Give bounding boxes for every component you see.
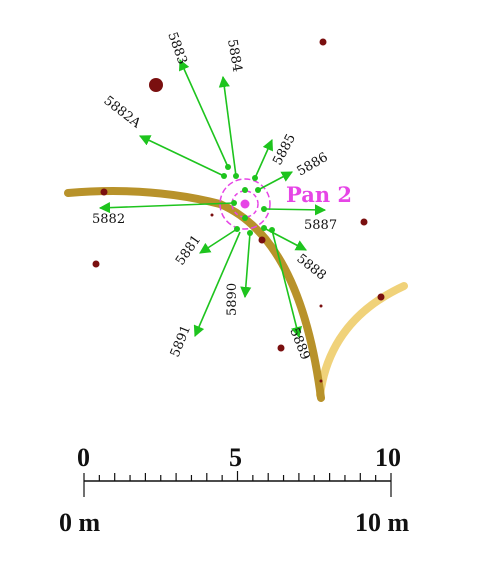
point <box>92 260 100 268</box>
scale-unit-left: 0 m <box>59 508 101 537</box>
origin-dot <box>225 164 231 170</box>
origin-dot <box>252 175 258 181</box>
origin-dot <box>255 187 261 193</box>
pan-center-dot <box>240 199 250 209</box>
origin-dot <box>269 227 275 233</box>
point <box>258 236 266 244</box>
point <box>149 78 163 92</box>
scale-tick-label-0: 0 <box>77 443 90 472</box>
scale-tick-label-10: 10 <box>375 443 401 472</box>
arrow-5884 <box>218 75 237 177</box>
arrow-5886 <box>257 171 293 191</box>
pan-ring-outer <box>219 178 271 230</box>
trench-dark <box>64 187 325 402</box>
origin-dots <box>221 164 275 236</box>
point <box>319 304 323 308</box>
scale-bar: 0 5 10 0 m 10 m <box>59 443 410 537</box>
label-5883: 5883 <box>164 30 189 66</box>
label-5882A: 5882A <box>101 93 144 131</box>
arrow-5882 <box>98 202 235 214</box>
point <box>277 344 285 352</box>
label-5885: 5885 <box>270 132 299 168</box>
arrow-5882A <box>138 135 225 177</box>
origin-dot <box>242 187 248 193</box>
label-5884: 5884 <box>224 38 245 73</box>
scale-unit-right: 10 m <box>355 508 410 537</box>
arrow-5890 <box>240 232 252 299</box>
point <box>360 218 368 226</box>
arrow-5881 <box>199 228 238 254</box>
arrow-5885 <box>254 138 273 179</box>
scale-ticks <box>83 471 392 497</box>
origin-dot <box>234 226 240 232</box>
pan-ring-inner <box>231 190 259 218</box>
origin-dot <box>261 225 267 231</box>
label-5881: 5881 <box>173 233 204 269</box>
label-5886: 5886 <box>295 150 331 180</box>
point <box>210 213 214 217</box>
label-5887: 5887 <box>304 218 337 233</box>
label-5882: 5882 <box>92 212 125 227</box>
trench-light <box>316 282 408 399</box>
arrow-5891 <box>193 231 241 338</box>
label-5890: 5890 <box>225 283 240 316</box>
point <box>377 293 385 301</box>
origin-dot <box>233 173 239 179</box>
survey-points <box>92 38 385 383</box>
origin-dot <box>247 230 253 236</box>
point <box>319 379 323 383</box>
label-5888: 5888 <box>294 251 329 283</box>
pan-label: Pan 2 <box>286 182 352 207</box>
origin-dot <box>221 173 227 179</box>
origin-dot <box>261 206 267 212</box>
label-5891: 5891 <box>168 323 194 359</box>
point <box>319 38 327 46</box>
scale-tick-label-5: 5 <box>229 443 242 472</box>
arrow-5883 <box>179 58 229 168</box>
point <box>100 188 108 196</box>
pan-marker <box>219 178 271 230</box>
arrow-5889 <box>271 229 302 339</box>
arrow-5887 <box>263 204 327 216</box>
origin-dot <box>231 200 237 206</box>
origin-dot <box>242 215 248 221</box>
